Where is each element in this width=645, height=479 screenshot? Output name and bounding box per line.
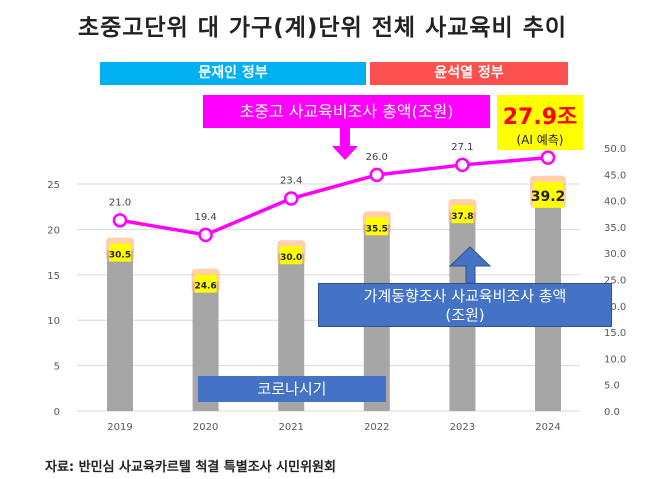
bar-data-label: 30.0 [280,253,302,263]
x-axis-tick: 2021 [278,422,303,433]
x-axis-tick: 2020 [193,422,218,433]
left-axis-tick: 15 [47,271,60,282]
right-axis-tick: 0.0 [604,407,620,418]
x-axis-tick: 2024 [535,422,560,433]
line-data-label: 27.1 [451,142,473,153]
line-data-label: 26.0 [366,152,388,163]
covid-period-label: 코로나시기 [198,376,386,402]
forecast-note: (AI 예측) [516,133,564,147]
bar-callout-line2: (조원) [445,306,485,324]
line-point-2022 [369,167,385,183]
right-axis-tick: 50.0 [604,144,626,155]
down-arrow-icon [332,128,358,160]
bar-callout-line1: 가계동향조사 사교육비조사 총액 [363,287,567,305]
bar-data-label: 30.5 [109,251,131,261]
bar-label-box [533,181,563,208]
x-axis-tick: 2019 [107,422,132,433]
left-axis-tick: 0 [54,407,60,418]
line-point-2020 [198,227,213,243]
line-series-callout: 초중고 사교육비조사 총액(조원) [203,95,490,128]
bar-data-label: 39.2 [531,189,566,205]
forecast-value: 27.9조 [502,105,578,130]
line-data-label: 23.4 [280,176,302,187]
right-axis-tick: 45.0 [604,170,626,181]
source-note: 자료: 반민심 사교육카르텔 척결 특별조사 시민위원회 [45,460,336,475]
right-axis-tick: 20.0 [604,302,626,313]
up-arrow-icon [448,246,492,284]
left-axis-tick: 20 [47,225,60,236]
chart-title: 초중고단위 대 가구(계)단위 전체 사교육비 추이 [77,15,568,41]
x-axis-tick: 2022 [364,422,389,433]
bar-label-box [109,243,131,262]
line-point-2021 [283,191,299,206]
right-axis-tick: 10.0 [604,354,626,365]
bar-label-box [451,205,474,224]
line-point-2024 [540,150,556,165]
left-axis-tick: 25 [47,180,60,191]
bar-data-label: 35.5 [366,224,388,234]
right-axis-tick: 40.0 [604,197,626,208]
bar-label-box [280,246,303,265]
line-series [119,155,549,237]
bar-series-callout: 가계동향조사 사교육비조사 총액 (조원) [318,283,612,327]
line-data-label: 21.0 [109,197,131,208]
forecast-callout: 27.9조 (AI 예측) [497,95,583,150]
line-point-2019 [112,213,128,228]
right-axis-tick: 5.0 [604,381,620,392]
government-band-moon: 문재인 정부 [100,62,366,85]
bar-label-box [194,274,217,293]
right-axis-tick: 30.0 [604,249,626,260]
bar-label-box [365,217,388,236]
left-axis-tick: 5 [54,362,60,373]
line-data-label: 19.4 [194,212,216,223]
line-point-2023 [455,157,470,173]
bar-2019 [107,250,133,411]
left-axis-tick: 10 [47,316,60,327]
x-axis-tick: 2023 [450,422,475,433]
right-axis-tick: 15.0 [604,328,626,339]
bar-data-label: 37.8 [451,212,473,222]
right-axis-tick: 25.0 [604,276,626,287]
government-band-yoon: 윤석열 정부 [370,62,568,85]
right-axis-tick: 35.0 [604,223,626,234]
bar-data-label: 24.6 [194,282,216,292]
